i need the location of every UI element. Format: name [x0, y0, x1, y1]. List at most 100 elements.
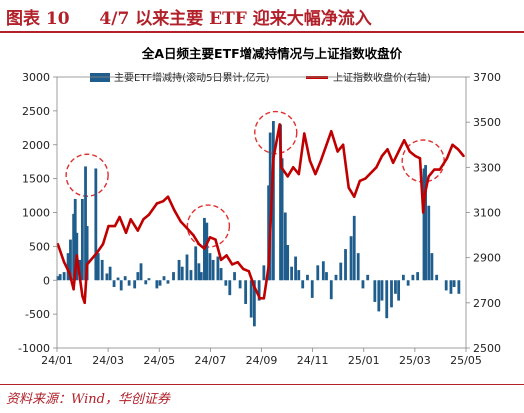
bar — [162, 276, 166, 281]
y-left-tick-label: 1000 — [22, 207, 50, 220]
figure-caption: 4/7 以来主要 ETF 迎来大幅净流入 — [99, 9, 372, 29]
bar — [394, 280, 397, 294]
line-point — [219, 258, 223, 262]
bar — [158, 280, 162, 286]
line-point — [258, 297, 262, 300]
line-point — [185, 227, 189, 230]
bar — [96, 253, 100, 281]
bar — [427, 205, 431, 281]
bar — [228, 280, 232, 296]
line-point — [280, 166, 283, 169]
line-point — [214, 238, 217, 241]
bar — [271, 121, 275, 281]
line-point — [278, 123, 281, 126]
bar — [329, 280, 333, 300]
line-point — [118, 215, 121, 219]
bar — [197, 263, 201, 281]
line-point — [386, 148, 389, 151]
x-tick-label: 24/05 — [143, 354, 175, 367]
bar — [216, 256, 220, 281]
bar — [108, 266, 112, 281]
bar — [444, 280, 448, 291]
bar — [66, 253, 70, 281]
bar — [84, 166, 87, 281]
bar — [56, 276, 60, 281]
bar — [294, 256, 297, 281]
y-right-tick-label: 3300 — [473, 161, 501, 174]
line-point — [358, 179, 361, 183]
line-point — [364, 177, 367, 180]
line-point — [353, 195, 356, 198]
bar — [144, 280, 148, 285]
line-point — [267, 265, 270, 268]
source-note: 资料来源：Wind，华创证券 — [6, 392, 170, 407]
line-point — [272, 157, 275, 160]
bar — [166, 280, 170, 284]
line-point — [341, 143, 345, 146]
line-point — [308, 159, 312, 162]
line-point — [124, 231, 128, 235]
line-point — [166, 195, 170, 198]
bar — [112, 280, 116, 288]
bar — [406, 280, 410, 286]
bar — [411, 274, 415, 281]
chart-title: 全A日频主要ETF增减持情况与上证指数收盘价 — [141, 46, 403, 61]
y-left-tick-label: 3000 — [22, 71, 50, 84]
line-point — [107, 224, 110, 228]
bar — [310, 280, 314, 298]
bar — [72, 213, 76, 281]
bar — [238, 280, 242, 289]
bar — [105, 273, 109, 281]
bar — [224, 280, 228, 286]
bar — [325, 272, 328, 281]
bar — [267, 185, 271, 281]
line-series — [56, 123, 465, 305]
x-tick-label: 24/09 — [246, 354, 278, 367]
line-point — [319, 159, 323, 162]
header-rule — [0, 31, 524, 33]
bar — [252, 280, 256, 327]
bar — [280, 158, 284, 281]
line-point — [269, 213, 273, 216]
line-point — [286, 175, 289, 178]
bar — [249, 280, 253, 318]
figure-header: 图表 10 4/7 以来主要 ETF 迎来大幅净流入 — [0, 0, 524, 34]
line-point — [68, 272, 71, 275]
figure-label: 图表 10 — [6, 9, 70, 29]
line-point — [330, 130, 333, 133]
y-right-tick-label: 2500 — [473, 342, 501, 355]
line-point — [147, 213, 151, 216]
line-point — [83, 301, 86, 305]
line-point — [101, 242, 105, 246]
bar — [262, 265, 266, 281]
x-tick-label: 25/01 — [348, 354, 380, 367]
line-point — [230, 263, 234, 266]
bar — [211, 259, 215, 281]
line-point — [262, 297, 266, 300]
line-point — [418, 157, 422, 160]
line-point — [380, 154, 384, 158]
y-left-tick-label: 2000 — [22, 139, 50, 152]
line-point — [423, 193, 426, 196]
bar — [290, 266, 294, 281]
bar — [85, 226, 89, 281]
line-point — [336, 150, 339, 153]
bar — [390, 280, 393, 308]
line-point — [192, 233, 195, 237]
line-point — [283, 170, 286, 174]
y-right-tick-label: 2700 — [473, 297, 501, 310]
line-point — [402, 139, 406, 142]
bar — [244, 280, 248, 304]
bar — [189, 270, 193, 281]
y-left-tick-label: 0 — [43, 274, 50, 287]
bar — [316, 265, 320, 281]
bar — [380, 280, 384, 301]
annotation-circle — [186, 204, 231, 248]
line-point — [292, 166, 295, 169]
x-tick-label: 24/11 — [297, 354, 329, 367]
line-point — [456, 148, 460, 151]
bar — [127, 280, 131, 286]
bar — [199, 272, 203, 281]
bar — [69, 239, 72, 281]
line-point — [155, 202, 159, 205]
